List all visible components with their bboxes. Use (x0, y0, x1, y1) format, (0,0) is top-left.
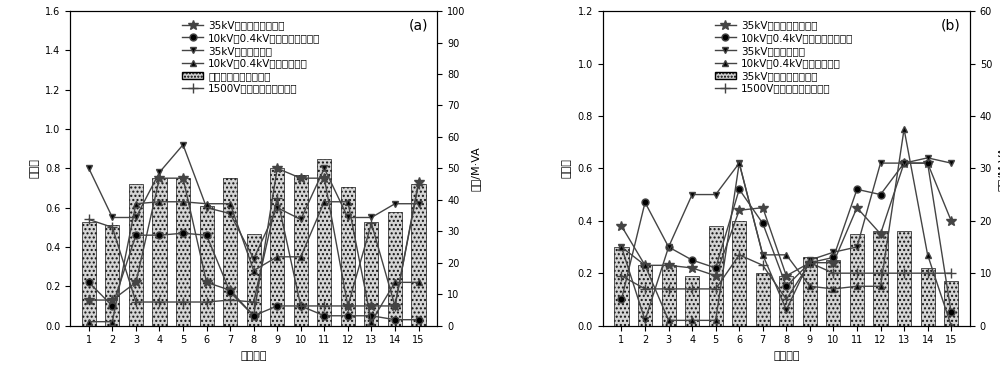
X-axis label: 方案编号: 方案编号 (773, 351, 800, 361)
Bar (105, 225, 119, 326)
Bar (709, 226, 723, 326)
Bar (270, 168, 284, 326)
Bar (826, 260, 840, 326)
Legend: 35kV母线最大电压偏差, 10kV、0.4kV母线最大电压偏差, 35kV母线进线电流, 10kV、0.4kV母线进线电流, 支援线路最大系统网损, 1500: 35kV母线最大电压偏差, 10kV、0.4kV母线最大电压偏差, 35kV母线… (178, 16, 325, 98)
Bar (756, 273, 770, 326)
Bar (803, 258, 817, 326)
Bar (638, 265, 652, 326)
Bar (779, 276, 793, 326)
Bar (388, 212, 402, 326)
Bar (944, 281, 958, 326)
Bar (317, 159, 331, 326)
Legend: 35kV母线最大电压偏差, 10kV、0.4kV母线最大电压偏差, 35kV母线进线电流, 10kV、0.4kV母线进线电流, 35kV电缆最大输送功率, 15: 35kV母线最大电压偏差, 10kV、0.4kV母线最大电压偏差, 35kV母线… (711, 16, 857, 98)
Bar (176, 178, 190, 326)
Text: (a): (a) (409, 19, 428, 33)
Bar (341, 187, 355, 326)
X-axis label: 方案编号: 方案编号 (240, 351, 267, 361)
Bar (247, 235, 261, 326)
Bar (873, 231, 888, 326)
Bar (732, 221, 746, 326)
Bar (685, 276, 699, 326)
Bar (129, 184, 143, 326)
Bar (614, 247, 629, 326)
Bar (411, 184, 426, 326)
Bar (897, 231, 911, 326)
Y-axis label: 功率/M·VA: 功率/M·VA (998, 146, 1000, 191)
Bar (364, 222, 378, 326)
Bar (662, 265, 676, 326)
Y-axis label: 功率/M·VA: 功率/M·VA (471, 146, 481, 191)
Bar (223, 178, 237, 326)
Bar (82, 222, 96, 326)
Y-axis label: 标幺值: 标幺值 (562, 158, 572, 178)
Bar (921, 268, 935, 326)
Y-axis label: 标幺值: 标幺值 (29, 158, 39, 178)
Bar (850, 234, 864, 326)
Text: (b): (b) (941, 19, 961, 33)
Bar (200, 206, 214, 326)
Bar (152, 178, 167, 326)
Bar (294, 175, 308, 326)
